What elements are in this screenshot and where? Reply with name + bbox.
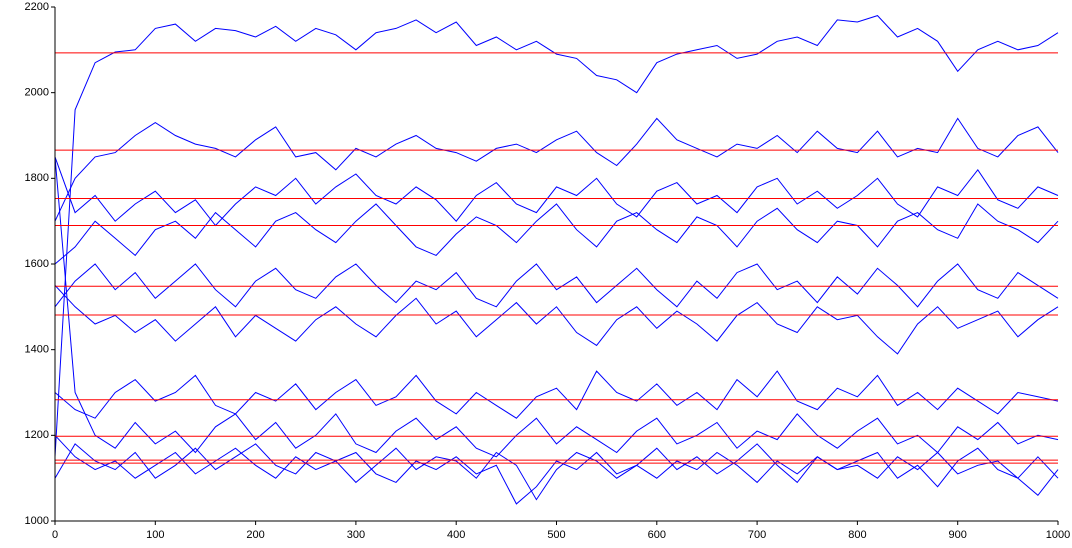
y-tick-label: 2200 <box>25 1 49 13</box>
x-tick-label: 200 <box>246 529 264 541</box>
series-line <box>54 285 1059 355</box>
x-tick-label: 500 <box>547 529 565 541</box>
series-line <box>54 15 1059 457</box>
series-line <box>54 156 1059 227</box>
x-tick-label: 100 <box>146 529 164 541</box>
y-tick-label: 1400 <box>25 344 49 356</box>
series-line <box>54 203 1059 265</box>
y-tick-label: 1800 <box>25 172 49 184</box>
y-tick-label: 1000 <box>25 515 49 527</box>
y-tick-label: 2000 <box>25 87 49 99</box>
series-line <box>54 434 1059 505</box>
x-tick-label: 900 <box>949 529 967 541</box>
x-tick-label: 800 <box>848 529 866 541</box>
x-tick-label: 600 <box>648 529 666 541</box>
x-tick-label: 1000 <box>1046 529 1070 541</box>
x-tick-label: 300 <box>347 529 365 541</box>
series-line <box>54 156 1059 458</box>
x-tick-label: 400 <box>447 529 465 541</box>
x-tick-label: 700 <box>748 529 766 541</box>
y-tick-label: 1600 <box>25 258 49 270</box>
x-tick-label: 0 <box>52 529 58 541</box>
series-line <box>54 370 1059 419</box>
y-tick-label: 1200 <box>25 429 49 441</box>
series-line <box>54 117 1059 222</box>
series-line <box>54 443 1059 501</box>
series-line <box>54 263 1059 308</box>
